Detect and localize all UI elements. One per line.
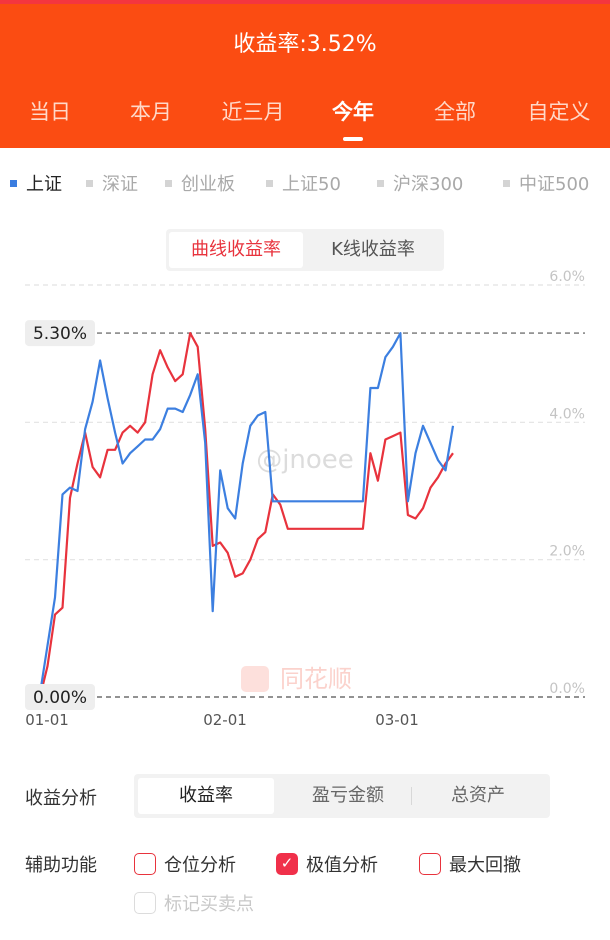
max-value-label: 5.30% bbox=[33, 324, 87, 344]
chart-svg: 6.0% 4.0% 2.0% 0.0% @jnoee 同花顺 5.30% 0.00% 01-01… bbox=[25, 270, 585, 729]
aux-label: 辅助功能 bbox=[25, 855, 97, 876]
index-shanghai[interactable]: 上证 bbox=[10, 170, 62, 196]
position-analysis-checkbox[interactable]: 仓位分析 bbox=[134, 851, 236, 877]
max-drawdown-checkbox[interactable]: 最大回撤 bbox=[419, 851, 521, 877]
checkbox-label: 极值分析 bbox=[306, 855, 378, 876]
analysis-toggle: 收益率 盈亏金额 总资产 bbox=[134, 774, 550, 818]
analysis-return-option[interactable]: 收益率 bbox=[138, 778, 274, 814]
period-tabs: 当日 本月 近三月 今年 全部 自定义 bbox=[0, 96, 610, 136]
index-csi500[interactable]: 中证500 bbox=[503, 170, 589, 196]
index-label: 沪深300 bbox=[393, 174, 464, 195]
header: 收益率:3.52% 当日 本月 近三月 今年 全部 自定义 bbox=[0, 0, 610, 148]
brand-watermark-icon bbox=[241, 666, 269, 692]
series-dot-icon bbox=[86, 179, 93, 187]
tab-custom[interactable]: 自定义 bbox=[527, 100, 591, 124]
brand-watermark: 同花顺 bbox=[280, 665, 352, 693]
index-sse50[interactable]: 上证50 bbox=[266, 170, 341, 196]
tab-this-year[interactable]: 今年 bbox=[332, 100, 374, 124]
tab-today[interactable]: 当日 bbox=[29, 100, 71, 124]
checkmark-icon: ✓ bbox=[276, 853, 298, 875]
index-label: 上证50 bbox=[282, 174, 341, 195]
status-strip bbox=[0, 0, 610, 4]
checkbox-label: 标记买卖点 bbox=[164, 894, 254, 915]
checkbox-label: 最大回撤 bbox=[449, 855, 521, 876]
tab-three-months[interactable]: 近三月 bbox=[221, 100, 285, 124]
curve-return-option[interactable]: 曲线收益率 bbox=[169, 232, 303, 268]
checkbox-label: 仓位分析 bbox=[164, 855, 236, 876]
divider bbox=[411, 787, 412, 805]
x-tick-label: 03-01 bbox=[375, 711, 419, 729]
active-tab-indicator bbox=[343, 137, 363, 141]
tab-all[interactable]: 全部 bbox=[434, 100, 476, 124]
checkbox-icon bbox=[134, 853, 156, 875]
max-value-label-bg bbox=[25, 320, 95, 347]
analysis-assets-option[interactable]: 总资产 bbox=[451, 785, 505, 806]
handle-watermark: @jnoee bbox=[256, 445, 354, 475]
series-line-0 bbox=[38, 331, 454, 698]
chart-mode-toggle: 曲线收益率 K线收益率 bbox=[166, 229, 444, 271]
index-label: 中证500 bbox=[519, 174, 590, 195]
x-tick-label: 01-01 bbox=[25, 711, 69, 729]
y-tick-label: 6.0% bbox=[549, 270, 585, 285]
series-dot-icon bbox=[266, 179, 273, 187]
min-value-label-bg bbox=[25, 684, 95, 710]
index-csi300[interactable]: 沪深300 bbox=[377, 170, 463, 196]
min-value-label: 0.00% bbox=[33, 688, 87, 708]
checkbox-icon bbox=[419, 853, 441, 875]
y-tick-label: 4.0% bbox=[549, 406, 585, 422]
analysis-pnl-option[interactable]: 盈亏金额 bbox=[312, 785, 384, 806]
extreme-analysis-checkbox[interactable]: ✓ 极值分析 bbox=[276, 851, 378, 877]
series-dot-icon bbox=[503, 179, 510, 187]
index-label: 创业板 bbox=[181, 174, 235, 195]
return-chart: 6.0% 4.0% 2.0% 0.0% @jnoee 同花顺 5.30% 0.00% 01-01… bbox=[0, 270, 610, 740]
return-rate-title: 收益率:3.52% bbox=[233, 32, 377, 57]
tab-this-month[interactable]: 本月 bbox=[130, 100, 172, 124]
y-tick-label: 2.0% bbox=[549, 544, 585, 560]
index-selector: 上证 深证 创业板 上证50 沪深300 中证500 bbox=[0, 170, 610, 200]
index-label: 上证 bbox=[26, 174, 62, 195]
series-dot-icon bbox=[165, 179, 172, 187]
analysis-label: 收益分析 bbox=[25, 788, 97, 809]
series-dot-icon bbox=[377, 179, 384, 187]
kline-return-option[interactable]: K线收益率 bbox=[331, 239, 415, 260]
mark-trades-checkbox[interactable]: 标记买卖点 bbox=[134, 890, 254, 916]
x-tick-label: 02-01 bbox=[203, 711, 247, 729]
series-dot-icon bbox=[10, 179, 17, 187]
index-shenzhen[interactable]: 深证 bbox=[86, 170, 138, 196]
checkbox-icon bbox=[134, 892, 156, 914]
index-chinext[interactable]: 创业板 bbox=[165, 170, 235, 196]
series-line-1 bbox=[38, 331, 455, 694]
y-tick-label: 0.0% bbox=[549, 681, 585, 697]
index-label: 深证 bbox=[102, 174, 138, 195]
